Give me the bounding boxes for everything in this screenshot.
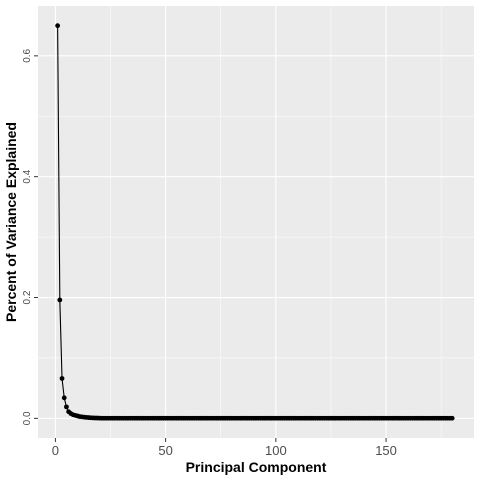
data-point bbox=[55, 23, 61, 29]
x-tick-label: 100 bbox=[265, 443, 287, 458]
y-tick-label: 0.0 bbox=[22, 411, 33, 425]
x-axis-ticks: 0 50 100 150 bbox=[52, 438, 397, 458]
series-group bbox=[55, 23, 455, 421]
minor-gridlines bbox=[38, 6, 474, 438]
x-axis-title: Principal Component bbox=[186, 459, 327, 475]
y-axis-ticks: 0.0 0.2 0.4 0.6 bbox=[22, 48, 38, 425]
data-point bbox=[61, 395, 67, 401]
x-tick-label: 150 bbox=[375, 443, 397, 458]
data-point bbox=[57, 297, 63, 303]
data-point bbox=[59, 376, 65, 381]
plot-panel bbox=[38, 6, 474, 438]
y-tick-label: 0.6 bbox=[22, 48, 33, 62]
data-point bbox=[449, 415, 455, 421]
x-tick-label: 0 bbox=[52, 443, 59, 458]
data-point bbox=[64, 404, 69, 410]
y-tick-label: 0.4 bbox=[22, 169, 33, 183]
x-tick-label: 50 bbox=[158, 443, 172, 458]
y-axis-title: Percent of Variance Explained bbox=[3, 122, 19, 322]
y-tick-label: 0.2 bbox=[22, 290, 33, 304]
